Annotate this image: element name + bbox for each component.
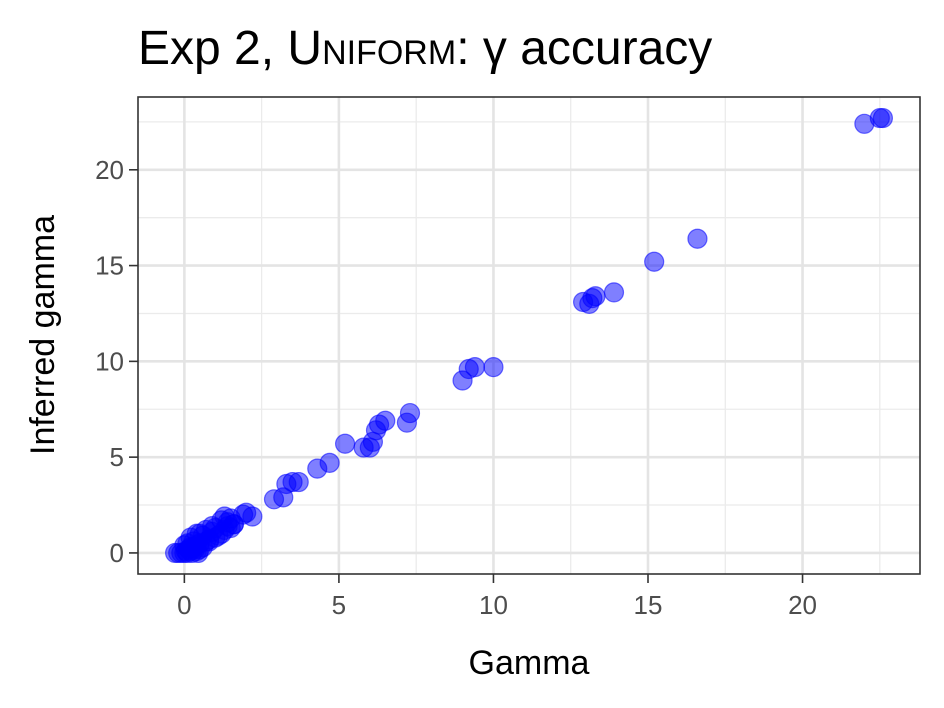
data-point (872, 107, 894, 129)
data-point (483, 357, 504, 378)
data-point (334, 433, 356, 454)
data-point (464, 357, 486, 378)
chart-title-suffix: : γ accuracy (456, 22, 712, 75)
y-axis-title: Inferred gamma (24, 215, 62, 455)
chart-title-emph: Uniform (287, 22, 456, 75)
data-point (603, 282, 625, 303)
data-point (375, 410, 396, 431)
x-axis-ticks: 0 5 10 15 20 (177, 574, 817, 620)
x-tick-label: 15 (634, 590, 663, 620)
y-axis-ticks: 0 5 10 15 20 (95, 155, 138, 568)
data-point (399, 402, 421, 424)
x-tick-label: 20 (788, 590, 817, 620)
major-gridlines (138, 97, 920, 574)
minor-gridlines (138, 97, 920, 574)
data-point (644, 251, 665, 272)
data-point (319, 452, 340, 473)
y-tick-label: 20 (95, 155, 124, 185)
y-tick-label: 0 (110, 538, 124, 568)
x-axis-title: Gamma (469, 644, 590, 682)
data-point (585, 286, 606, 307)
data-points (164, 107, 894, 564)
data-point (236, 502, 257, 523)
x-tick-label: 10 (479, 590, 508, 620)
y-tick-label: 15 (95, 251, 124, 281)
chart-title: Exp 2, Uniform: γ accuracy (138, 22, 712, 75)
x-tick-label: 0 (177, 590, 191, 620)
data-point (288, 471, 309, 493)
x-tick-label: 5 (332, 590, 346, 620)
data-point (687, 228, 708, 249)
chart-title-prefix: Exp 2, (138, 22, 287, 75)
y-tick-label: 5 (110, 442, 124, 472)
y-tick-label: 10 (95, 346, 124, 376)
plot-panel-border (137, 96, 921, 575)
